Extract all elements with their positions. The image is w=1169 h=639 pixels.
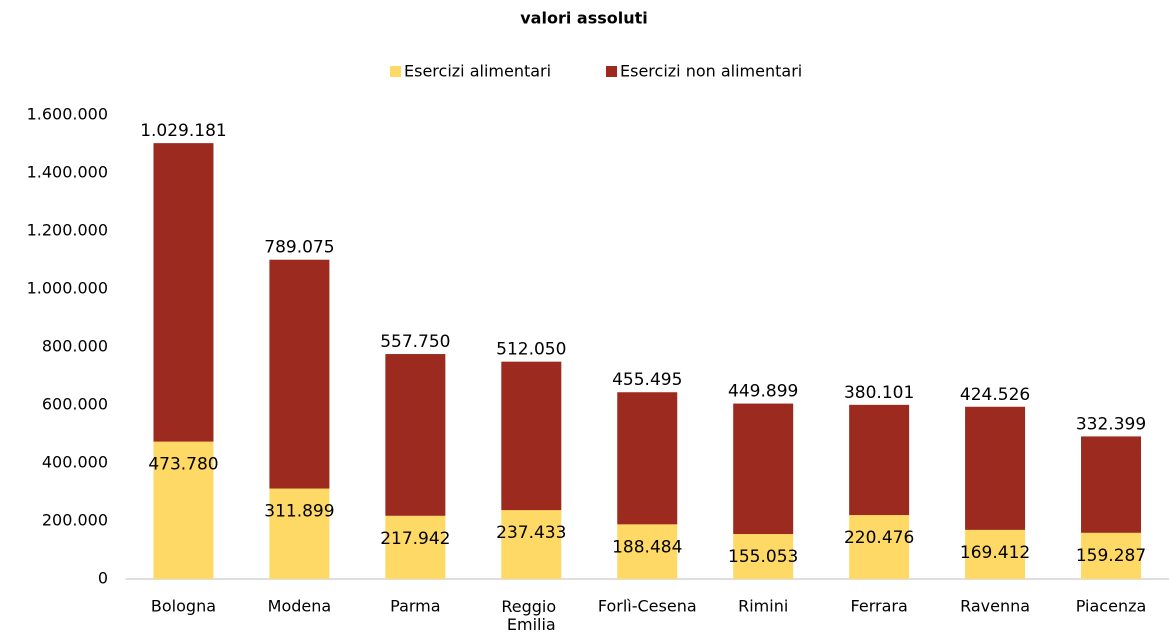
data-label: 473.780 bbox=[148, 455, 218, 475]
data-label: 449.899 bbox=[728, 382, 798, 402]
bar-segment bbox=[269, 259, 330, 489]
data-label: 159.287 bbox=[1076, 546, 1146, 566]
data-label: 380.101 bbox=[844, 383, 914, 403]
bar-segment bbox=[617, 392, 678, 525]
y-tick-label: 1.200.000 bbox=[27, 221, 108, 240]
data-label: 155.053 bbox=[728, 547, 798, 567]
data-label: 332.399 bbox=[1076, 414, 1146, 434]
data-label: 188.484 bbox=[612, 537, 682, 557]
x-tick-label: Rimini bbox=[738, 597, 788, 616]
y-tick-label: 0 bbox=[98, 569, 108, 588]
data-label: 169.412 bbox=[960, 543, 1030, 563]
bar-segment bbox=[385, 354, 446, 516]
data-label: 512.050 bbox=[496, 340, 566, 360]
y-tick-label: 200.000 bbox=[42, 511, 108, 530]
bar-segment bbox=[733, 534, 794, 579]
x-tick-label: Forlì-Cesena bbox=[598, 597, 697, 616]
bar-segment bbox=[385, 515, 446, 579]
bar-segment bbox=[733, 403, 794, 535]
x-tick-label: Reggio Emilia bbox=[501, 597, 561, 634]
bar-segment bbox=[849, 515, 910, 579]
chart-title: valori assoluti bbox=[520, 9, 648, 28]
bar-segment bbox=[153, 441, 214, 579]
bar-segment bbox=[501, 510, 562, 579]
data-label: 311.899 bbox=[264, 502, 334, 522]
legend-swatch bbox=[606, 66, 617, 77]
bar-segment bbox=[1081, 436, 1142, 533]
y-tick-label: 1.400.000 bbox=[27, 163, 108, 182]
bar-segment bbox=[849, 404, 910, 516]
y-tick-label: 1.600.000 bbox=[27, 105, 108, 124]
data-label: 455.495 bbox=[612, 370, 682, 390]
bar-segment bbox=[965, 529, 1026, 579]
x-tick-label: Ferrara bbox=[851, 597, 908, 616]
x-tick-label: Modena bbox=[268, 597, 332, 616]
y-tick-label: 400.000 bbox=[42, 453, 108, 472]
bar-segment bbox=[153, 143, 214, 442]
data-label: 789.075 bbox=[264, 238, 334, 258]
bar-segment bbox=[269, 488, 330, 579]
bar-segment bbox=[501, 361, 562, 511]
legend-swatch bbox=[390, 66, 401, 77]
bar-segment bbox=[617, 524, 678, 579]
data-label: 237.433 bbox=[496, 523, 566, 543]
data-label: 557.750 bbox=[380, 332, 450, 352]
bar-segment bbox=[965, 406, 1026, 530]
x-tick-label: Parma bbox=[390, 597, 440, 616]
y-tick-label: 600.000 bbox=[42, 395, 108, 414]
data-label: 220.476 bbox=[844, 528, 914, 548]
y-tick-label: 1.000.000 bbox=[27, 279, 108, 298]
data-label: 217.942 bbox=[380, 529, 450, 549]
bar-segment bbox=[1081, 532, 1142, 579]
data-label: 424.526 bbox=[960, 385, 1030, 405]
x-tick-label: Ravenna bbox=[960, 597, 1030, 616]
y-tick-label: 800.000 bbox=[42, 337, 108, 356]
legend-label: Esercizi alimentari bbox=[404, 62, 551, 81]
data-label: 1.029.181 bbox=[140, 121, 227, 141]
x-tick-label: Bologna bbox=[151, 597, 216, 616]
legend-label: Esercizi non alimentari bbox=[620, 62, 802, 81]
x-tick-label: Piacenza bbox=[1076, 597, 1147, 616]
